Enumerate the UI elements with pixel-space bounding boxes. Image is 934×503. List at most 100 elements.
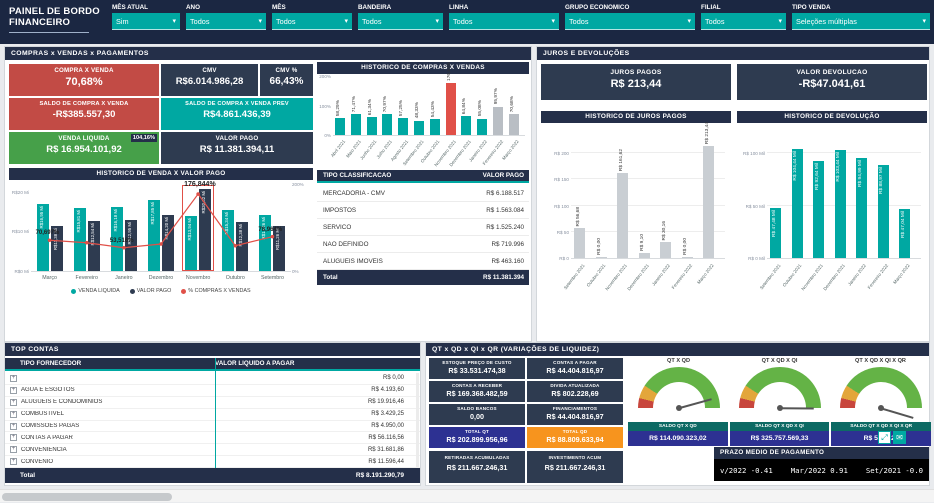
total-label: Total bbox=[20, 472, 36, 479]
bar[interactable] bbox=[703, 146, 714, 258]
x-axis-label: Novembro bbox=[185, 275, 211, 281]
bar[interactable] bbox=[660, 242, 671, 258]
legend-label: % COMPRAS X VENDAS bbox=[188, 288, 251, 294]
bar[interactable] bbox=[335, 117, 345, 135]
bar[interactable] bbox=[595, 257, 607, 258]
table-row[interactable]: + R$ 0,00 bbox=[5, 373, 420, 385]
filter-dropdown[interactable]: Todos ▾ bbox=[701, 13, 786, 30]
x-axis-label: Outubro 2021 bbox=[586, 263, 607, 288]
bar[interactable] bbox=[382, 114, 393, 135]
expand-plus-icon[interactable]: + bbox=[10, 398, 17, 406]
table-row[interactable]: + CONVENIO R$ 11.596,44 bbox=[5, 456, 420, 469]
bar[interactable] bbox=[445, 82, 456, 135]
juros-devolucoes-panel: JUROS E DEVOLUÇÕES JUROS PAGOS R$ 213,44… bbox=[536, 46, 930, 342]
kpi-total-qt: TOTAL QT R$ 202.899.956,96 bbox=[429, 427, 525, 448]
gauge-title: QT X QD X QI bbox=[761, 358, 798, 364]
cell-tipo: SERVICO bbox=[323, 223, 352, 231]
card-label: RETIRADAS ACUMULADAS bbox=[444, 455, 510, 460]
table-row[interactable]: + AGUA E ESGOTOS R$ 4.193,60 bbox=[5, 385, 420, 397]
report-title: PAINEL DE BORDO FINANCEIRO bbox=[0, 0, 112, 33]
table-row[interactable]: IMPOSTOS R$ 1.563.084 bbox=[317, 202, 529, 219]
table-scrollbar[interactable] bbox=[416, 373, 419, 467]
kpi-value: R$ 213,44 bbox=[610, 78, 662, 90]
expand-plus-icon[interactable]: + bbox=[10, 410, 17, 418]
bar[interactable] bbox=[350, 113, 361, 135]
bar-venda-liquida[interactable] bbox=[36, 203, 49, 271]
bar[interactable] bbox=[791, 148, 803, 258]
row-label: CONVENIENCIA bbox=[21, 446, 67, 453]
gauge-arc[interactable] bbox=[738, 367, 821, 434]
bar[interactable] bbox=[899, 208, 910, 258]
filter-dropdown[interactable]: Seleções múltiplas ▾ bbox=[792, 13, 930, 30]
table-row[interactable]: + ALUGUÉIS E CONDOMINIOS R$ 19.916,46 bbox=[5, 397, 420, 409]
expand-plus-icon[interactable]: + bbox=[10, 458, 17, 466]
x-axis-label: Janeiro 2022 bbox=[847, 263, 868, 287]
bar[interactable] bbox=[461, 115, 472, 135]
bar[interactable] bbox=[366, 116, 377, 135]
table-row[interactable]: ALUGUEIS IMOVEIS R$ 463.160 bbox=[317, 253, 529, 270]
bar[interactable] bbox=[508, 114, 519, 135]
bar[interactable] bbox=[834, 149, 846, 258]
filter-dropdown[interactable]: Todos ▾ bbox=[272, 13, 352, 30]
gauge-arc[interactable] bbox=[839, 367, 922, 434]
filter-dropdown[interactable]: Sim ▾ bbox=[112, 13, 180, 30]
horizontal-scrollbar[interactable] bbox=[0, 489, 934, 502]
row-value: R$ 31.681,86 bbox=[367, 446, 404, 453]
filter-dropdown[interactable]: Todos ▾ bbox=[358, 13, 443, 30]
filter-dropdown[interactable]: Todos ▾ bbox=[449, 13, 559, 30]
table-row[interactable]: MERCADORIA - CMV R$ 6.188.517 bbox=[317, 185, 529, 202]
column-divider bbox=[215, 358, 216, 468]
table-row[interactable]: + COMISSOES PAGAS R$ 4.950,00 bbox=[5, 421, 420, 433]
prazo-entry: v/2022 -0.41 bbox=[720, 465, 773, 475]
expand-plus-icon[interactable]: + bbox=[10, 446, 17, 454]
kpi-estoque-preço-de-custo: ESTOQUE PREÇO DE CUSTO R$ 33.531.474,38 bbox=[429, 358, 525, 379]
bar[interactable] bbox=[617, 173, 628, 258]
bar[interactable] bbox=[477, 118, 488, 135]
table-total-row: Total R$ 8.191.290,79 bbox=[5, 468, 420, 483]
bar[interactable] bbox=[856, 158, 867, 258]
bar[interactable] bbox=[398, 118, 409, 135]
bar-value-label: 64,84% bbox=[462, 97, 468, 114]
table-row[interactable]: NAO DEFINIDO R$ 719.996 bbox=[317, 236, 529, 253]
kpi-value: R$ 11.381.394,11 bbox=[199, 144, 275, 155]
filter-value: Todos bbox=[276, 16, 296, 26]
gauge-arc[interactable] bbox=[637, 367, 720, 434]
scrollbar-thumb[interactable] bbox=[2, 492, 172, 501]
focus-mode-icon[interactable]: ⤢ bbox=[878, 431, 891, 444]
table-row[interactable]: + COMBUSTIVEL R$ 3.429,25 bbox=[5, 409, 420, 421]
chart-legend: VENDA LIQUIDA VALOR PAGO % COMPRAS X VENDA… bbox=[9, 285, 313, 297]
kpi-cmv: CMV R$6.014.986,28 bbox=[161, 64, 258, 96]
bar[interactable] bbox=[681, 257, 693, 258]
bar[interactable] bbox=[813, 160, 824, 258]
y-axis-label: R$ 150 bbox=[554, 177, 569, 183]
table-row[interactable]: + CONVENIENCIA R$ 31.681,86 bbox=[5, 444, 420, 457]
card-value: R$ 88.809.633,94 bbox=[546, 435, 604, 444]
bar[interactable] bbox=[877, 164, 889, 258]
export-icon[interactable]: ✉ bbox=[893, 431, 906, 444]
bar[interactable] bbox=[493, 106, 503, 135]
bar[interactable] bbox=[414, 120, 424, 135]
table-row[interactable]: SERVICO R$ 1.525.240 bbox=[317, 219, 529, 236]
gridline bbox=[571, 230, 725, 232]
expand-plus-icon[interactable]: + bbox=[10, 386, 17, 394]
filter-dropdown[interactable]: Todos ▾ bbox=[565, 13, 695, 30]
saldo-card-label: SALDO QT X QD bbox=[628, 422, 728, 431]
x-axis-label: Setembro bbox=[260, 275, 284, 281]
bar[interactable] bbox=[429, 118, 440, 135]
filter-dropdown[interactable]: Todos ▾ bbox=[186, 13, 266, 30]
bar[interactable] bbox=[638, 253, 650, 258]
expand-plus-icon[interactable]: + bbox=[10, 422, 17, 430]
card-label: INVESTIMENTO ACUM bbox=[548, 455, 602, 460]
bar[interactable] bbox=[770, 208, 781, 258]
x-axis-label: Março 2022 bbox=[695, 263, 715, 285]
kpi-value: -R$385.557,30 bbox=[52, 109, 116, 120]
expand-plus-icon[interactable]: + bbox=[10, 374, 17, 382]
card-label: CONTAS A RECEBER bbox=[451, 383, 503, 388]
bar[interactable] bbox=[574, 228, 585, 258]
bar-valor-pago[interactable] bbox=[273, 226, 286, 271]
kpi-saldo-compra-venda: SALDO DE COMPRA X VENDA -R$385.557,30 bbox=[9, 98, 159, 130]
x-axis-label: Dezembro 2021 bbox=[626, 263, 650, 292]
expand-plus-icon[interactable]: + bbox=[10, 434, 17, 442]
table-row[interactable]: + CONTAS A PAGAR R$ 56.116,56 bbox=[5, 432, 420, 445]
kpi-divida-atualizada: DIVIDA ATUALIZADA R$ 802.228,69 bbox=[527, 381, 623, 402]
